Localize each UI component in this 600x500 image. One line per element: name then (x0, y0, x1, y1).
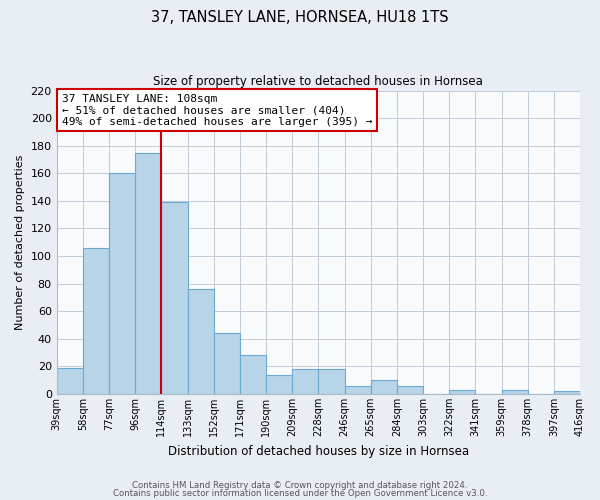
Bar (83, 248, 109, 394)
Text: 37 TANSLEY LANE: 108sqm
← 51% of detached houses are smaller (404)
49% of semi-d: 37 TANSLEY LANE: 108sqm ← 51% of detache… (62, 94, 373, 127)
Bar (214, 334, 240, 394)
Bar (266, 374, 292, 394)
Bar (371, 380, 397, 394)
Bar (554, 392, 580, 394)
Bar (292, 369, 319, 394)
Bar (449, 390, 475, 394)
Bar (187, 289, 214, 394)
Bar (240, 356, 266, 394)
Bar (109, 174, 135, 394)
Title: Size of property relative to detached houses in Hornsea: Size of property relative to detached ho… (154, 75, 483, 88)
Bar (319, 369, 344, 394)
Bar (161, 202, 187, 394)
X-axis label: Distribution of detached houses by size in Hornsea: Distribution of detached houses by size … (168, 444, 469, 458)
Bar (135, 152, 161, 394)
Text: Contains HM Land Registry data © Crown copyright and database right 2024.: Contains HM Land Registry data © Crown c… (132, 481, 468, 490)
Text: 37, TANSLEY LANE, HORNSEA, HU18 1TS: 37, TANSLEY LANE, HORNSEA, HU18 1TS (151, 10, 449, 25)
Bar (344, 386, 371, 394)
Bar (397, 386, 423, 394)
Bar (56, 368, 83, 394)
Text: Contains public sector information licensed under the Open Government Licence v3: Contains public sector information licen… (113, 488, 487, 498)
Y-axis label: Number of detached properties: Number of detached properties (15, 154, 25, 330)
Bar (502, 390, 527, 394)
